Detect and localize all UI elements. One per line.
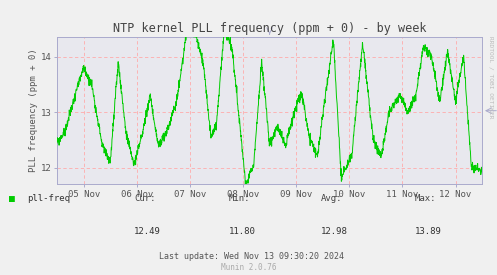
Text: Cur:: Cur: <box>134 194 156 203</box>
Text: 13.89: 13.89 <box>415 227 442 236</box>
Text: Min:: Min: <box>229 194 250 203</box>
Text: Avg:: Avg: <box>321 194 342 203</box>
Text: 11.80: 11.80 <box>229 227 255 236</box>
Text: 12.98: 12.98 <box>321 227 347 236</box>
Text: ■: ■ <box>9 194 15 204</box>
Text: RRDTOOL / TOBI OETIKER: RRDTOOL / TOBI OETIKER <box>488 36 493 118</box>
Text: pll-freq: pll-freq <box>27 194 71 203</box>
Text: Max:: Max: <box>415 194 436 203</box>
Text: Munin 2.0.76: Munin 2.0.76 <box>221 263 276 272</box>
Text: Last update: Wed Nov 13 09:30:20 2024: Last update: Wed Nov 13 09:30:20 2024 <box>159 252 344 261</box>
Text: 12.49: 12.49 <box>134 227 161 236</box>
Title: NTP kernel PLL frequency (ppm + 0) - by week: NTP kernel PLL frequency (ppm + 0) - by … <box>113 21 426 35</box>
Y-axis label: PLL frequency (ppm + 0): PLL frequency (ppm + 0) <box>29 49 38 172</box>
